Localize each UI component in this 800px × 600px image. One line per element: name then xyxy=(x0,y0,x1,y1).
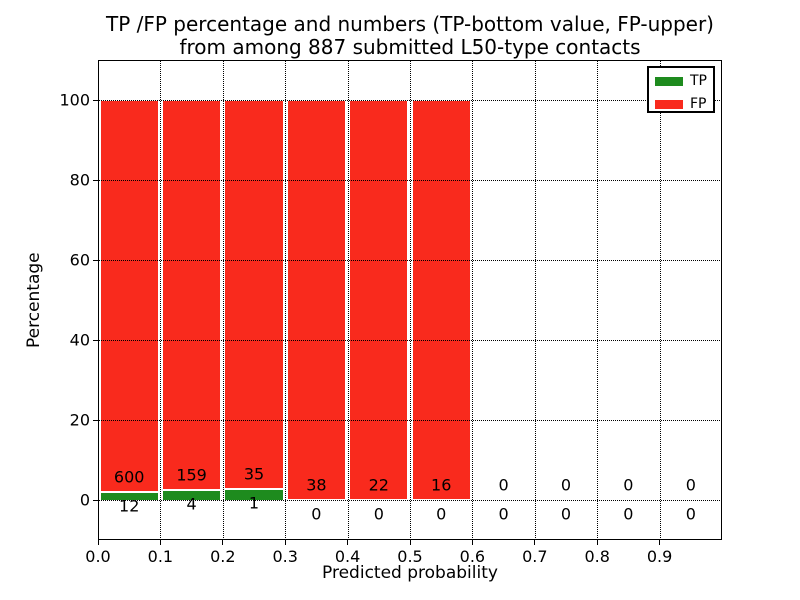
x-tick xyxy=(534,540,536,545)
legend: TP FP xyxy=(647,66,715,113)
y-tick-label: 20 xyxy=(69,410,90,430)
y-tick-label: 100 xyxy=(59,90,90,110)
fp-count-label: 22 xyxy=(368,475,389,495)
y-tick-label: 80 xyxy=(69,170,90,190)
x-tick-label: 0.0 xyxy=(85,547,111,566)
fp-swatch-icon xyxy=(655,100,683,109)
fp-count-label: 159 xyxy=(176,465,207,485)
gridline-vertical xyxy=(472,60,474,540)
gridline-vertical xyxy=(410,60,411,540)
fp-count-label: 35 xyxy=(243,464,265,484)
gridline-vertical xyxy=(534,60,536,540)
tp-count-label: 0 xyxy=(560,504,572,524)
gridline-vertical xyxy=(285,60,287,540)
tp-count-label: 0 xyxy=(311,504,322,524)
tp-count-label: 4 xyxy=(186,494,197,514)
x-tick-label: 0.4 xyxy=(334,547,361,566)
x-tick xyxy=(409,540,411,545)
x-tick xyxy=(159,540,161,545)
x-tick xyxy=(284,540,286,545)
chart-title-line1: TP /FP percentage and numbers (TP-bottom… xyxy=(106,12,714,36)
gridline-vertical xyxy=(597,60,599,540)
chart-title-line2: from among 887 submitted L50-type contac… xyxy=(179,35,641,59)
fp-count-label: 0 xyxy=(685,475,696,495)
fp-count-label: 0 xyxy=(623,475,634,495)
bar-fp xyxy=(99,100,159,493)
bar-fp xyxy=(161,100,222,491)
x-axis-label: Predicted probability xyxy=(322,563,498,583)
y-tick-label: 60 xyxy=(69,250,90,270)
x-tick xyxy=(596,540,598,545)
chart-title: TP /FP percentage and numbers (TP-bottom… xyxy=(0,13,800,59)
tp-count-label: 0 xyxy=(498,504,509,524)
tp-count-label: 0 xyxy=(685,504,696,524)
y-tick xyxy=(93,499,98,501)
x-tick-label: 0.2 xyxy=(210,547,236,566)
x-tick xyxy=(659,540,661,545)
y-tick-label: 0 xyxy=(79,490,90,510)
x-tick xyxy=(222,540,224,545)
legend-entry-fp: FP xyxy=(649,95,713,113)
x-tick-label: 0.9 xyxy=(646,547,673,566)
y-tick xyxy=(93,339,98,341)
bar-fp xyxy=(411,100,471,500)
x-tick-label: 0.1 xyxy=(147,547,174,566)
gridline-vertical xyxy=(347,60,349,540)
tp-swatch-icon xyxy=(655,77,683,86)
x-tick xyxy=(97,540,99,545)
x-tick-label: 0.6 xyxy=(459,547,486,566)
x-tick-label: 0.3 xyxy=(272,547,298,566)
tp-count-label: 0 xyxy=(436,504,447,524)
y-tick xyxy=(93,419,98,421)
bar-fp xyxy=(349,100,409,500)
fp-count-label: 0 xyxy=(560,475,572,495)
fp-count-label: 38 xyxy=(306,475,327,495)
y-tick xyxy=(93,99,98,101)
tp-count-label: 1 xyxy=(248,493,260,513)
bar-fp xyxy=(224,100,284,489)
y-tick-label: 40 xyxy=(69,330,90,350)
fp-count-label: 0 xyxy=(498,475,509,495)
gridline-vertical xyxy=(222,60,224,540)
fp-count-label: 600 xyxy=(113,467,145,487)
bar-fp xyxy=(286,100,347,500)
y-tick xyxy=(93,259,98,261)
tp-count-label: 12 xyxy=(119,496,140,516)
legend-label-fp: FP xyxy=(690,96,707,112)
tp-count-label: 0 xyxy=(373,504,384,524)
x-tick-label: 0.8 xyxy=(584,547,610,566)
legend-entry-tp: TP xyxy=(649,72,713,90)
legend-label-tp: TP xyxy=(690,73,707,89)
fp-count-label: 16 xyxy=(431,475,452,495)
x-tick-label: 0.5 xyxy=(397,547,423,566)
tp-count-label: 0 xyxy=(623,504,634,524)
x-tick-label: 0.7 xyxy=(522,547,548,566)
gridline-vertical xyxy=(659,60,661,540)
gridline-vertical xyxy=(160,60,162,540)
x-tick xyxy=(471,540,473,545)
y-tick xyxy=(93,179,98,181)
y-axis-label: Percentage xyxy=(24,252,44,348)
x-tick xyxy=(347,540,349,545)
